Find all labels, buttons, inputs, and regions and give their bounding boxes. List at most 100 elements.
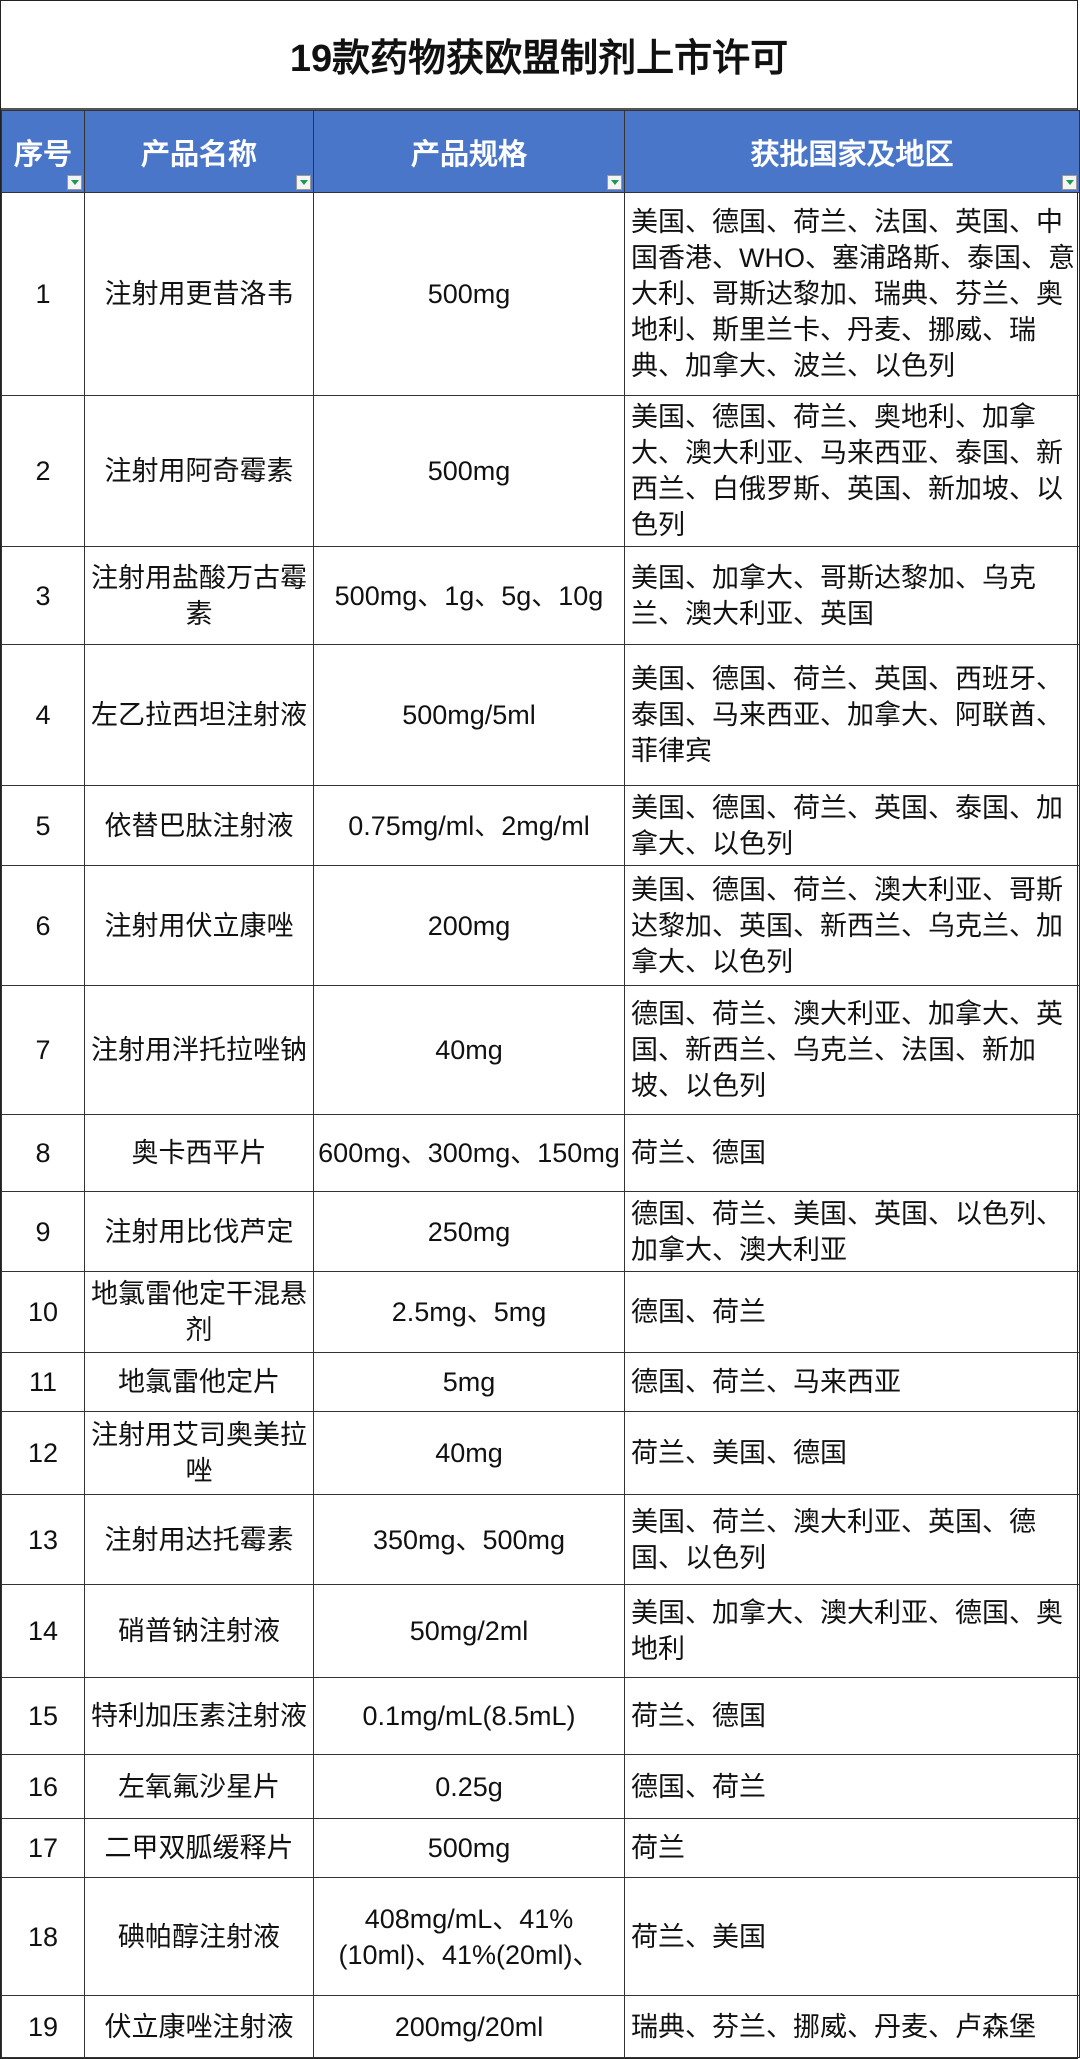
- cell-spec[interactable]: 500mg: [313, 192, 625, 396]
- cell-no[interactable]: 10: [1, 1271, 85, 1353]
- cell-regions[interactable]: 美国、德国、荷兰、英国、西班牙、泰国、马来西亚、加拿大、阿联酋、菲律宾: [624, 644, 1080, 786]
- cell-spec[interactable]: 350mg、500mg: [313, 1494, 625, 1585]
- cell-regions[interactable]: 美国、德国、荷兰、法国、英国、中国香港、WHO、塞浦路斯、泰国、意大利、哥斯达黎…: [624, 192, 1080, 396]
- cell-regions[interactable]: 美国、德国、荷兰、英国、泰国、加拿大、以色列: [624, 785, 1080, 866]
- cell-regions[interactable]: 荷兰、德国: [624, 1114, 1080, 1192]
- cell-no-text: 1: [35, 279, 51, 309]
- cell-no[interactable]: 17: [1, 1818, 85, 1878]
- header-label: 序号: [13, 138, 72, 171]
- cell-product-name[interactable]: 二甲双胍缓释片: [84, 1818, 314, 1878]
- cell-regions[interactable]: 瑞典、芬兰、挪威、丹麦、卢森堡: [624, 1995, 1080, 2058]
- sheet-title: 19款药物获欧盟制剂上市许可: [1, 1, 1077, 110]
- cell-product-name[interactable]: 碘帕醇注射液: [84, 1877, 314, 1996]
- cell-product-name[interactable]: 注射用泮托拉唑钠: [84, 985, 314, 1115]
- cell-regions[interactable]: 美国、加拿大、澳大利亚、德国、奥地利: [624, 1584, 1080, 1678]
- cell-product-name-text: 左氧氟沙星片: [118, 1771, 280, 1802]
- cell-product-name[interactable]: 注射用更昔洛韦: [84, 192, 314, 396]
- filter-dropdown-icon[interactable]: [67, 175, 82, 190]
- cell-regions[interactable]: 荷兰、美国、德国: [624, 1411, 1080, 1495]
- cell-spec[interactable]: 408mg/mL、41%(10ml)、41%(20ml)、: [313, 1877, 625, 1996]
- cell-no[interactable]: 9: [1, 1191, 85, 1272]
- cell-no[interactable]: 1: [1, 192, 85, 396]
- cell-no[interactable]: 18: [1, 1877, 85, 1996]
- cell-product-name[interactable]: 左氧氟沙星片: [84, 1754, 314, 1819]
- cell-no[interactable]: 13: [1, 1494, 85, 1585]
- cell-regions[interactable]: 荷兰、美国: [624, 1877, 1080, 1996]
- cell-product-name[interactable]: 注射用阿奇霉素: [84, 395, 314, 547]
- cell-spec[interactable]: 250mg: [313, 1191, 625, 1272]
- cell-product-name[interactable]: 注射用达托霉素: [84, 1494, 314, 1585]
- cell-no-text: 13: [27, 1524, 59, 1555]
- cell-spec-text: 350mg、500mg: [372, 1524, 566, 1555]
- cell-regions[interactable]: 德国、荷兰、美国、英国、以色列、加拿大、澳大利亚: [624, 1191, 1080, 1272]
- cell-spec[interactable]: 40mg: [313, 985, 625, 1115]
- cell-product-name[interactable]: 注射用盐酸万古霉素: [84, 546, 314, 645]
- cell-no[interactable]: 5: [1, 785, 85, 866]
- cell-regions[interactable]: 荷兰: [624, 1818, 1080, 1878]
- cell-regions-text: 美国、加拿大、澳大利亚、德国、奥地利: [631, 1598, 1063, 1664]
- cell-no-text: 17: [27, 1833, 59, 1863]
- cell-product-name[interactable]: 注射用伏立康唑: [84, 865, 314, 986]
- cell-product-name[interactable]: 特利加压素注射液: [84, 1677, 314, 1755]
- filter-dropdown-icon[interactable]: [607, 175, 622, 190]
- cell-no[interactable]: 11: [1, 1352, 85, 1412]
- table-row: 5 依替巴肽注射液 0.75mg/ml、2mg/ml 美国、德国、荷兰、英国、泰国、加…: [1, 785, 1080, 866]
- cell-no[interactable]: 3: [1, 546, 85, 645]
- cell-product-name[interactable]: 注射用比伐芦定: [84, 1191, 314, 1272]
- cell-product-name[interactable]: 注射用艾司奥美拉唑: [84, 1411, 314, 1495]
- cell-spec[interactable]: 0.1mg/mL(8.5mL): [313, 1677, 625, 1755]
- cell-regions[interactable]: 美国、加拿大、哥斯达黎加、乌克兰、澳大利亚、英国: [624, 546, 1080, 645]
- cell-no[interactable]: 6: [1, 865, 85, 986]
- cell-no[interactable]: 8: [1, 1114, 85, 1192]
- cell-regions[interactable]: 德国、荷兰: [624, 1271, 1080, 1353]
- cell-spec[interactable]: 0.75mg/ml、2mg/ml: [313, 785, 625, 866]
- cell-no[interactable]: 12: [1, 1411, 85, 1495]
- cell-spec[interactable]: 2.5mg、5mg: [313, 1271, 625, 1353]
- cell-product-name-text: 左乙拉西坦注射液: [91, 700, 307, 730]
- cell-spec-text: 500mg: [427, 456, 511, 486]
- cell-regions[interactable]: 德国、荷兰、马来西亚: [624, 1352, 1080, 1412]
- cell-product-name[interactable]: 依替巴肽注射液: [84, 785, 314, 866]
- cell-product-name[interactable]: 硝普钠注射液: [84, 1584, 314, 1678]
- cell-no[interactable]: 2: [1, 395, 85, 547]
- cell-spec[interactable]: 5mg: [313, 1352, 625, 1412]
- cell-product-name[interactable]: 地氯雷他定片: [84, 1352, 314, 1412]
- cell-spec[interactable]: 500mg、1g、5g、10g: [313, 546, 625, 645]
- cell-spec[interactable]: 0.25g: [313, 1754, 625, 1819]
- cell-spec[interactable]: 50mg/2ml: [313, 1584, 625, 1678]
- table-row: 3 注射用盐酸万古霉素 500mg、1g、5g、10g 美国、加拿大、哥斯达黎加、乌克…: [1, 546, 1080, 645]
- cell-regions[interactable]: 德国、荷兰: [624, 1754, 1080, 1819]
- cell-no[interactable]: 19: [1, 1995, 85, 2058]
- cell-no[interactable]: 14: [1, 1584, 85, 1678]
- cell-regions[interactable]: 荷兰、德国: [624, 1677, 1080, 1755]
- cell-spec[interactable]: 600mg、300mg、150mg: [313, 1114, 625, 1192]
- cell-spec[interactable]: 200mg: [313, 865, 625, 986]
- table-row: 1 注射用更昔洛韦 500mg 美国、德国、荷兰、法国、英国、中国香港、WHO、塞浦路…: [1, 192, 1080, 396]
- cell-spec[interactable]: 200mg/20ml: [313, 1995, 625, 2058]
- cell-regions-text: 荷兰、美国: [631, 1921, 766, 1952]
- cell-product-name-text: 注射用阿奇霉素: [104, 456, 294, 486]
- cell-regions-text: 荷兰: [631, 1833, 685, 1863]
- filter-dropdown-icon[interactable]: [296, 175, 311, 190]
- cell-regions-text: 美国、德国、荷兰、英国、西班牙、泰国、马来西亚、加拿大、阿联酋、菲律宾: [631, 664, 1063, 766]
- table-row: 9 注射用比伐芦定 250mg 德国、荷兰、美国、英国、以色列、加拿大、澳大利亚: [1, 1191, 1080, 1272]
- cell-product-name[interactable]: 奥卡西平片: [84, 1114, 314, 1192]
- cell-spec[interactable]: 500mg: [313, 395, 625, 547]
- cell-regions[interactable]: 美国、德国、荷兰、奥地利、加拿大、澳大利亚、马来西亚、泰国、新西兰、白俄罗斯、英…: [624, 395, 1080, 547]
- cell-spec[interactable]: 40mg: [313, 1411, 625, 1495]
- cell-no[interactable]: 7: [1, 985, 85, 1115]
- cell-regions[interactable]: 德国、荷兰、澳大利亚、加拿大、英国、新西兰、乌克兰、法国、新加坡、以色列: [624, 985, 1080, 1115]
- cell-regions[interactable]: 美国、德国、荷兰、澳大利亚、哥斯达黎加、英国、新西兰、乌克兰、加拿大、以色列: [624, 865, 1080, 986]
- cell-no[interactable]: 16: [1, 1754, 85, 1819]
- cell-product-name[interactable]: 伏立康唑注射液: [84, 1995, 314, 2058]
- cell-spec[interactable]: 500mg: [313, 1818, 625, 1878]
- cell-no[interactable]: 15: [1, 1677, 85, 1755]
- cell-product-name[interactable]: 左乙拉西坦注射液: [84, 644, 314, 786]
- filter-dropdown-icon[interactable]: [1062, 175, 1077, 190]
- cell-no[interactable]: 4: [1, 644, 85, 786]
- cell-regions[interactable]: 美国、荷兰、澳大利亚、英国、德国、以色列: [624, 1494, 1080, 1585]
- cell-regions-text: 美国、德国、荷兰、奥地利、加拿大、澳大利亚、马来西亚、泰国、新西兰、白俄罗斯、英…: [631, 402, 1063, 540]
- cell-regions-text: 德国、荷兰、美国、英国、以色列、加拿大、澳大利亚: [631, 1198, 1063, 1265]
- cell-spec[interactable]: 500mg/5ml: [313, 644, 625, 786]
- cell-product-name[interactable]: 地氯雷他定干混悬剂: [84, 1271, 314, 1353]
